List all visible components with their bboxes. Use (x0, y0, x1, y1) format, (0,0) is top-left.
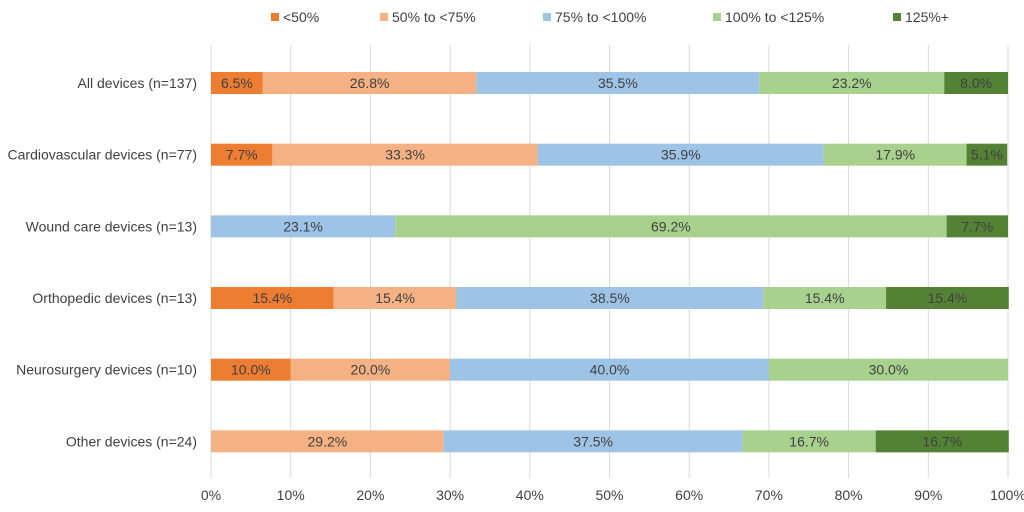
bar-data-label: 35.5% (598, 75, 638, 91)
legend-label: 75% to <100% (555, 9, 646, 25)
x-tick-label: 10% (277, 487, 305, 503)
bar-segment (262, 72, 477, 94)
bar-data-label: 15.4% (375, 290, 415, 306)
bar-segment (537, 143, 824, 166)
bar-data-label: 17.9% (875, 147, 915, 163)
category-label: Wound care devices (n=13) (26, 218, 197, 234)
category-labels: All devices (n=137) Cardiovascular device… (8, 75, 197, 449)
bar-segment (966, 143, 1008, 166)
x-axis-ticks: 0% 10% 20% 30% 40% 50% 60% 70% 80% 90% 100% (201, 487, 1024, 503)
bar-segment (763, 287, 887, 310)
bar-data-label: 69.2% (651, 218, 691, 234)
bar-data-label: 8.0% (960, 75, 992, 91)
bar-data-label: 23.1% (283, 218, 323, 234)
bar-data-label: 26.8% (350, 75, 390, 91)
legend-label: 125%+ (905, 9, 949, 25)
x-tick-label: 0% (201, 487, 221, 503)
bar-data-label: 10.0% (231, 362, 271, 378)
category-label: Cardiovascular devices (n=77) (8, 147, 197, 163)
bar-data-label: 7.7% (961, 218, 993, 234)
category-label: Orthopedic devices (n=13) (32, 290, 197, 306)
bar-data-label: 6.5% (221, 75, 253, 91)
legend-label: <50% (283, 9, 319, 25)
bar-segment (946, 215, 1008, 238)
bar-data-label: 16.7% (789, 433, 829, 449)
grid (210, 45, 1009, 478)
bar-data-label: 15.4% (805, 290, 845, 306)
bar-segment (272, 143, 538, 166)
bar-data-label: 7.7% (226, 147, 258, 163)
bar-segment (333, 287, 457, 310)
bar-data-label: 40.0% (590, 362, 630, 378)
legend-swatch (271, 13, 279, 21)
bar-data-label: 5.1% (971, 147, 1003, 163)
bar-segment (443, 430, 743, 453)
bar-data-label: 30.0% (869, 362, 909, 378)
x-tick-label: 60% (675, 487, 703, 503)
bar-data-label: 38.5% (590, 290, 630, 306)
legend: <50% 50% to <75% 75% to <100% 100% to <125%… (271, 9, 949, 25)
x-tick-label: 20% (356, 487, 384, 503)
x-tick-label: 70% (755, 487, 783, 503)
bar-segment (759, 72, 945, 94)
legend-swatch (543, 13, 551, 21)
bar-segment (395, 215, 947, 238)
bar-data-label: 15.4% (928, 290, 968, 306)
bar-data-label: 15.4% (253, 290, 293, 306)
x-tick-label: 90% (914, 487, 942, 503)
bar-data-label: 35.9% (661, 147, 701, 163)
bar-segment (211, 430, 444, 453)
legend-swatch (380, 13, 388, 21)
bar-data-label: 29.2% (308, 433, 348, 449)
bar-segment (476, 72, 760, 94)
bar-segment (211, 287, 334, 310)
bar-data-label: 37.5% (573, 433, 613, 449)
bar-segment (211, 72, 263, 94)
bar-data-label: 16.7% (922, 433, 962, 449)
bar-data-label: 20.0% (351, 362, 391, 378)
x-tick-label: 80% (835, 487, 863, 503)
bar-data-label: 33.3% (385, 147, 425, 163)
legend-swatch (893, 13, 901, 21)
legend-swatch (713, 13, 721, 21)
legend-label: 100% to <125% (725, 9, 824, 25)
bar-segment (742, 430, 876, 453)
bar-segment (211, 215, 396, 238)
bar-segment (768, 358, 1008, 381)
bar-segment (823, 143, 967, 166)
bar-segment (886, 287, 1009, 310)
bar-segment (456, 287, 764, 310)
legend-label: 50% to <75% (392, 9, 476, 25)
bar-data-label: 23.2% (832, 75, 872, 91)
x-tick-label: 40% (516, 487, 544, 503)
bar-segment (211, 358, 291, 381)
bar-segment (211, 143, 273, 166)
category-label: Other devices (n=24) (66, 433, 197, 449)
category-label: All devices (n=137) (78, 75, 197, 91)
bar-segment (875, 430, 1009, 453)
bar-segment (944, 72, 1008, 94)
bar-segment (450, 358, 769, 381)
x-tick-label: 100% (990, 487, 1024, 503)
bar-segment (290, 358, 451, 381)
category-label: Neurosurgery devices (n=10) (16, 362, 197, 378)
x-tick-label: 50% (595, 487, 623, 503)
x-tick-label: 30% (436, 487, 464, 503)
bars: 6.5% 26.8% 35.5% 23.2% 8.0% 7.7% 33.3% 35.9% 17.… (211, 72, 1009, 453)
